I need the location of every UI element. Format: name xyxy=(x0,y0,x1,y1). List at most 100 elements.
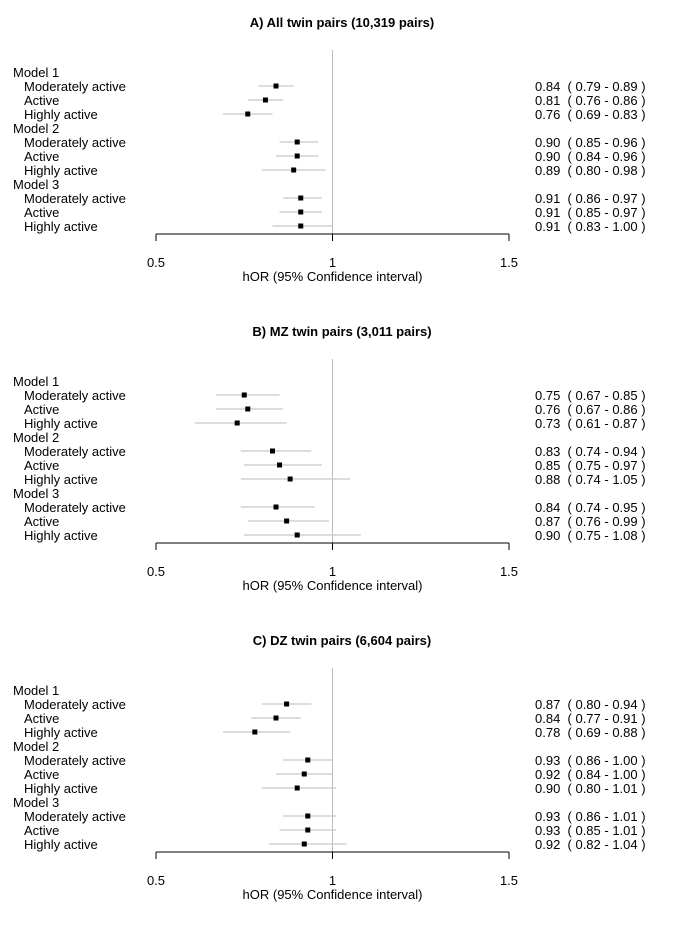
row-label: Moderately active xyxy=(24,191,126,206)
point-estimate xyxy=(294,139,300,145)
estimate-text: 0.90 ( 0.85 - 0.96 ) xyxy=(535,135,646,150)
estimate-text: 0.76 ( 0.69 - 0.83 ) xyxy=(535,107,646,122)
group-label: Model 3 xyxy=(13,486,59,501)
row-label: Moderately active xyxy=(24,135,126,150)
x-axis-label: hOR (95% Confidence interval) xyxy=(243,887,423,902)
x-axis-label: hOR (95% Confidence interval) xyxy=(243,269,423,284)
x-tick-label: 1 xyxy=(329,255,336,270)
row-label: Active xyxy=(24,458,59,473)
estimate-text: 0.90 ( 0.75 - 1.08 ) xyxy=(535,528,646,543)
point-estimate xyxy=(294,785,300,791)
x-tick-label: 1.5 xyxy=(500,873,518,888)
row-label: Active xyxy=(24,149,59,164)
point-estimate xyxy=(298,209,304,215)
row-label: Moderately active xyxy=(24,697,126,712)
point-estimate xyxy=(298,195,304,201)
estimate-text: 0.93 ( 0.86 - 1.00 ) xyxy=(535,753,646,768)
x-tick-label: 1.5 xyxy=(500,564,518,579)
row-label: Active xyxy=(24,205,59,220)
forest-panel: C) DZ twin pairs (6,604 pairs)Model 1Mod… xyxy=(13,633,646,902)
estimate-text: 0.92 ( 0.82 - 1.04 ) xyxy=(535,837,646,852)
point-estimate xyxy=(262,97,268,103)
group-label: Model 3 xyxy=(13,177,59,192)
point-estimate xyxy=(305,827,311,833)
x-tick-label: 1 xyxy=(329,564,336,579)
estimate-text: 0.78 ( 0.69 - 0.88 ) xyxy=(535,725,646,740)
point-estimate xyxy=(305,757,311,763)
point-estimate xyxy=(277,462,283,468)
estimate-text: 0.90 ( 0.84 - 0.96 ) xyxy=(535,149,646,164)
group-label: Model 1 xyxy=(13,683,59,698)
point-estimate xyxy=(234,420,240,426)
group-label: Model 2 xyxy=(13,121,59,136)
x-tick-label: 0.5 xyxy=(147,255,165,270)
estimate-text: 0.93 ( 0.86 - 1.01 ) xyxy=(535,809,646,824)
point-estimate xyxy=(245,111,251,117)
row-label: Moderately active xyxy=(24,809,126,824)
estimate-text: 0.75 ( 0.67 - 0.85 ) xyxy=(535,388,646,403)
row-label: Highly active xyxy=(24,219,98,234)
estimate-text: 0.91 ( 0.86 - 0.97 ) xyxy=(535,191,646,206)
point-estimate xyxy=(305,813,311,819)
panel-title: A) All twin pairs (10,319 pairs) xyxy=(250,15,434,30)
point-estimate xyxy=(291,167,297,173)
row-label: Highly active xyxy=(24,163,98,178)
estimate-text: 0.92 ( 0.84 - 1.00 ) xyxy=(535,767,646,782)
point-estimate xyxy=(287,476,293,482)
point-estimate xyxy=(252,729,258,735)
point-estimate xyxy=(245,406,251,412)
estimate-text: 0.81 ( 0.76 - 0.86 ) xyxy=(535,93,646,108)
estimate-text: 0.83 ( 0.74 - 0.94 ) xyxy=(535,444,646,459)
row-label: Highly active xyxy=(24,528,98,543)
group-label: Model 1 xyxy=(13,374,59,389)
point-estimate xyxy=(284,518,290,524)
point-estimate xyxy=(273,83,279,89)
row-label: Highly active xyxy=(24,725,98,740)
group-label: Model 3 xyxy=(13,795,59,810)
x-tick-label: 1.5 xyxy=(500,255,518,270)
forest-panel: A) All twin pairs (10,319 pairs)Model 1M… xyxy=(13,15,646,284)
group-label: Model 2 xyxy=(13,739,59,754)
row-label: Active xyxy=(24,93,59,108)
point-estimate xyxy=(294,532,300,538)
point-estimate xyxy=(273,504,279,510)
estimate-text: 0.88 ( 0.74 - 1.05 ) xyxy=(535,472,646,487)
point-estimate xyxy=(298,223,304,229)
point-estimate xyxy=(301,771,307,777)
point-estimate xyxy=(301,841,307,847)
x-tick-label: 1 xyxy=(329,873,336,888)
x-axis-label: hOR (95% Confidence interval) xyxy=(243,578,423,593)
group-label: Model 2 xyxy=(13,430,59,445)
estimate-text: 0.84 ( 0.77 - 0.91 ) xyxy=(535,711,646,726)
row-label: Active xyxy=(24,711,59,726)
row-label: Active xyxy=(24,402,59,417)
estimate-text: 0.93 ( 0.85 - 1.01 ) xyxy=(535,823,646,838)
estimate-text: 0.87 ( 0.80 - 0.94 ) xyxy=(535,697,646,712)
x-tick-label: 0.5 xyxy=(147,873,165,888)
forest-panel: B) MZ twin pairs (3,011 pairs) Model 1 Mod… xyxy=(13,324,646,593)
row-label: Active xyxy=(24,767,59,782)
estimate-text: 0.91 ( 0.83 - 1.00 ) xyxy=(535,219,646,234)
row-label: Moderately active xyxy=(24,79,126,94)
row-label: Highly active xyxy=(24,416,98,431)
row-label: Highly active xyxy=(24,472,98,487)
estimate-text: 0.73 ( 0.61 - 0.87 ) xyxy=(535,416,646,431)
estimate-text: 0.89 ( 0.80 - 0.98 ) xyxy=(535,163,646,178)
group-label: Model 1 xyxy=(13,65,59,80)
estimate-text: 0.76 ( 0.67 - 0.86 ) xyxy=(535,402,646,417)
x-tick-label: 0.5 xyxy=(147,564,165,579)
point-estimate xyxy=(294,153,300,159)
row-label: Moderately active xyxy=(24,500,126,515)
point-estimate xyxy=(269,448,275,454)
point-estimate xyxy=(241,392,247,398)
estimate-text: 0.90 ( 0.80 - 1.01 ) xyxy=(535,781,646,796)
panel-title: C) DZ twin pairs (6,604 pairs) xyxy=(253,633,431,648)
estimate-text: 0.84 ( 0.74 - 0.95 ) xyxy=(535,500,646,515)
estimate-text: 0.85 ( 0.75 - 0.97 ) xyxy=(535,458,646,473)
row-label: Moderately active xyxy=(24,753,126,768)
panel-title: B) MZ twin pairs (3,011 pairs) xyxy=(252,324,431,339)
row-label: Highly active xyxy=(24,837,98,852)
estimate-text: 0.91 ( 0.85 - 0.97 ) xyxy=(535,205,646,220)
row-label: Active xyxy=(24,823,59,838)
